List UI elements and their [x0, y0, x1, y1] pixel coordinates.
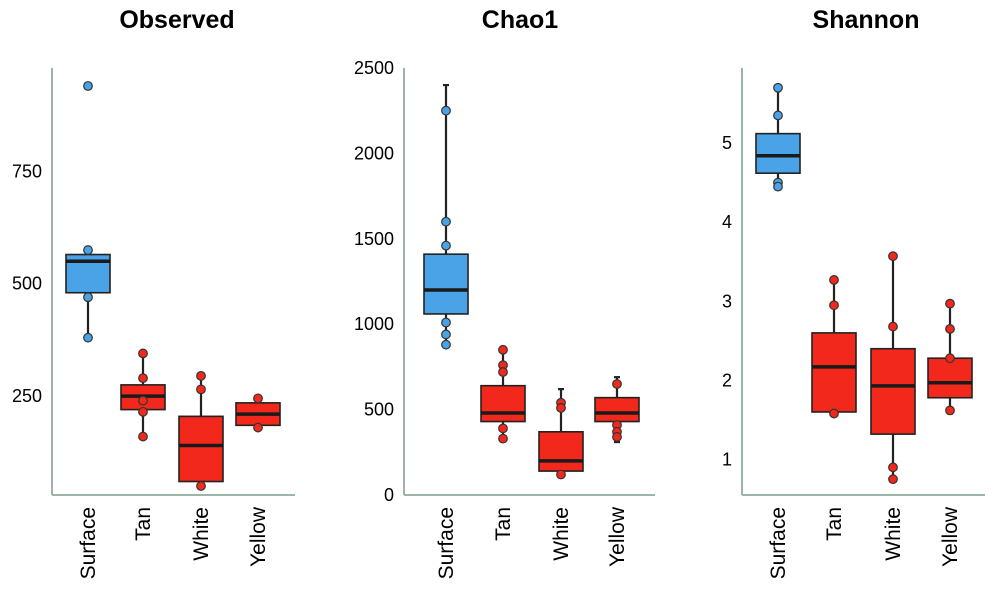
- x-category-label: Tan: [492, 507, 515, 541]
- x-category-label: Yellow: [939, 506, 962, 567]
- data-point: [888, 462, 898, 473]
- y-tick-label: 4: [722, 212, 732, 232]
- box-iqr: [870, 347, 916, 435]
- y-tick-label: 5: [722, 133, 732, 153]
- data-point: [83, 292, 93, 303]
- y-tick-label: 2500: [354, 58, 394, 78]
- data-point: [773, 181, 783, 192]
- data-point: [441, 105, 451, 116]
- data-point: [138, 431, 148, 442]
- y-tick-label: 3: [722, 291, 732, 311]
- data-point: [773, 110, 783, 121]
- data-point: [945, 324, 955, 334]
- x-category-label: Tan: [823, 507, 846, 541]
- data-point: [612, 432, 622, 442]
- data-point: [196, 370, 206, 381]
- box-tan: [120, 348, 166, 442]
- x-category-label: Tan: [132, 507, 155, 541]
- data-point: [196, 481, 206, 491]
- data-point: [888, 321, 898, 332]
- data-point: [83, 332, 93, 343]
- y-tick-label: 500: [12, 274, 42, 294]
- data-point: [829, 300, 839, 311]
- box-iqr: [811, 332, 857, 413]
- data-point: [441, 240, 451, 251]
- y-tick-label: 1500: [354, 229, 394, 249]
- data-point: [498, 433, 508, 444]
- x-category-label: White: [190, 507, 213, 561]
- y-tick-label: 0: [384, 485, 394, 505]
- panel-title: Chao1: [482, 6, 559, 34]
- data-point: [138, 395, 148, 406]
- panel-chao1: Chao1 0 500 1000 1500 2000 2500 Surface Tan White…: [354, 6, 655, 579]
- data-point: [441, 329, 451, 340]
- data-point: [888, 474, 898, 485]
- data-point: [253, 422, 263, 433]
- data-point: [945, 405, 955, 416]
- data-point: [888, 251, 898, 262]
- x-category-label: Surface: [767, 507, 790, 579]
- box-yellow: [594, 376, 640, 444]
- data-point: [196, 384, 206, 395]
- panel-title: Shannon: [813, 6, 920, 34]
- panel-title: Observed: [119, 6, 234, 34]
- data-point: [945, 298, 955, 309]
- box-iqr: [480, 384, 526, 423]
- y-tick-label: 250: [12, 386, 42, 406]
- panel-observed: Observed 250 500 750 Surface Tan White Yellow: [12, 6, 295, 579]
- box-iqr: [423, 253, 469, 315]
- data-point: [83, 245, 93, 255]
- box-iqr: [538, 431, 584, 472]
- x-category-label: White: [550, 507, 573, 561]
- box-tan: [811, 275, 857, 419]
- data-point: [253, 393, 263, 404]
- box-white: [178, 370, 224, 491]
- x-category-label: White: [882, 507, 905, 561]
- x-category-label: Surface: [435, 507, 458, 579]
- box-iqr: [178, 415, 224, 483]
- data-point: [138, 348, 148, 359]
- box-tan: [480, 344, 526, 444]
- y-tick-label: 500: [364, 400, 394, 420]
- data-point: [138, 373, 148, 384]
- box-iqr: [927, 357, 973, 399]
- data-point: [441, 339, 451, 350]
- y-tick-label: 2000: [354, 143, 394, 163]
- box-iqr: [755, 132, 801, 174]
- x-category-label: Yellow: [247, 506, 270, 567]
- data-point: [556, 402, 566, 413]
- data-point: [498, 367, 508, 377]
- data-point: [441, 317, 451, 328]
- data-point: [612, 379, 622, 389]
- y-tick-label: 750: [12, 161, 42, 181]
- data-point: [556, 469, 566, 480]
- x-category-label: Yellow: [606, 506, 629, 567]
- box-yellow: [235, 393, 281, 433]
- data-point: [773, 82, 783, 93]
- box-surface: [423, 83, 469, 350]
- y-tick-label: 1: [722, 449, 732, 469]
- data-point: [498, 344, 508, 355]
- box-surface: [755, 82, 801, 192]
- data-point: [498, 423, 508, 434]
- data-point: [83, 81, 93, 91]
- box-iqr: [594, 396, 640, 423]
- box-white: [870, 251, 916, 485]
- data-point: [441, 216, 451, 227]
- y-tick-label: 2: [722, 370, 732, 390]
- x-category-label: Surface: [77, 507, 100, 579]
- box-yellow: [927, 298, 973, 416]
- data-point: [945, 353, 955, 364]
- y-tick-label: 1000: [354, 314, 394, 334]
- data-point: [138, 406, 148, 417]
- data-point: [829, 408, 839, 419]
- box-white: [538, 388, 584, 480]
- panel-shannon: Shannon 1 2 3 4 5 Surface Tan White Yellow: [722, 6, 985, 579]
- data-point: [829, 275, 839, 285]
- box-surface: [65, 81, 111, 343]
